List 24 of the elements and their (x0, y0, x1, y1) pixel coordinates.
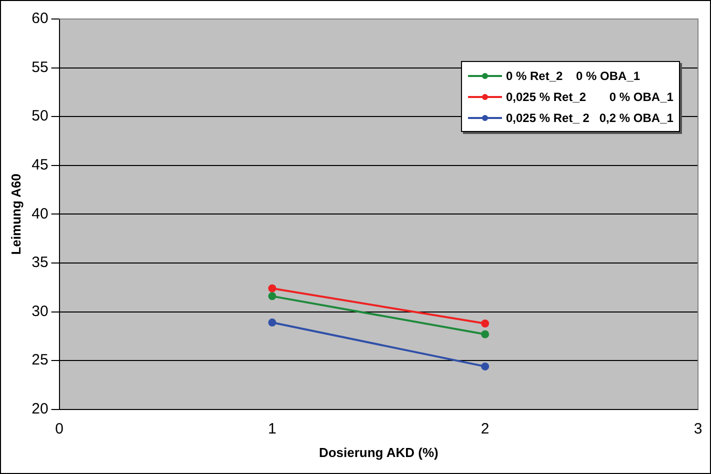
legend-label: 0 % Ret_2 0 % OBA_1 (506, 68, 640, 82)
legend-label: 0,025 % Ret_ 2 0,2 % OBA_1 (506, 110, 674, 124)
point (268, 284, 276, 292)
x-axis-title: Dosierung AKD (%) (318, 444, 438, 460)
y-tick-label: 45 (32, 156, 48, 174)
x-tick-label: 2 (480, 420, 490, 438)
point (481, 330, 490, 338)
point (268, 318, 276, 327)
y-tick-label: 55 (32, 58, 48, 76)
y-tick-label: 60 (32, 10, 48, 28)
x-tick-label: 0 (55, 420, 64, 438)
y-tick-label: 25 (32, 352, 48, 369)
y-tick-label: 30 (32, 302, 48, 320)
point (481, 320, 490, 328)
legend-label: 0,025 % Ret_2 0 % OBA_1 (506, 90, 674, 104)
y-tick-label: 35 (32, 254, 48, 272)
x-tick-label: 1 (268, 420, 276, 438)
point (481, 362, 490, 370)
y-axis-title: Leimung A60 (8, 174, 24, 255)
point (268, 292, 276, 300)
y-tick-label: 50 (32, 108, 48, 125)
y-tick-label: 20 (32, 400, 48, 418)
y-tick-label: 40 (32, 205, 48, 222)
x-tick-label: 3 (694, 420, 702, 438)
